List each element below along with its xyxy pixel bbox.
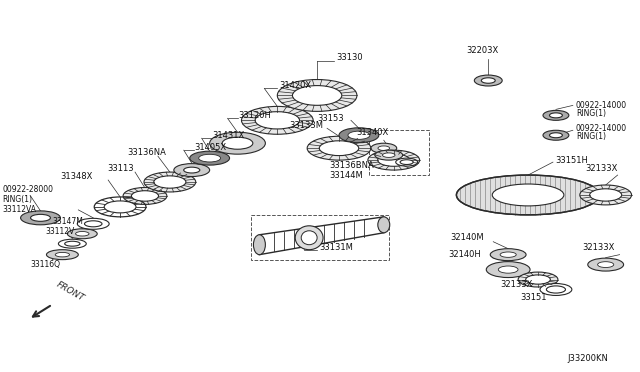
- Ellipse shape: [525, 275, 550, 284]
- Ellipse shape: [550, 133, 563, 138]
- Ellipse shape: [378, 146, 390, 150]
- Text: 31348X: 31348X: [60, 171, 93, 180]
- Text: RING(1): RING(1): [576, 109, 606, 118]
- Text: 00922-28000: 00922-28000: [3, 186, 54, 195]
- Text: 32133X: 32133X: [500, 280, 532, 289]
- Text: 33153: 33153: [317, 114, 344, 123]
- Text: 32140H: 32140H: [449, 250, 481, 259]
- Ellipse shape: [378, 154, 410, 166]
- Text: RING(1): RING(1): [3, 195, 33, 205]
- Text: 33116Q: 33116Q: [31, 260, 61, 269]
- Ellipse shape: [20, 211, 60, 225]
- Ellipse shape: [547, 286, 566, 293]
- Ellipse shape: [375, 150, 403, 160]
- Text: 33112V: 33112V: [45, 227, 75, 236]
- Ellipse shape: [253, 235, 266, 255]
- Ellipse shape: [481, 78, 495, 83]
- Text: 32140M: 32140M: [451, 233, 484, 242]
- Ellipse shape: [588, 258, 623, 271]
- Ellipse shape: [277, 80, 357, 111]
- Ellipse shape: [65, 241, 80, 246]
- Ellipse shape: [598, 262, 614, 267]
- Ellipse shape: [378, 217, 390, 233]
- Ellipse shape: [301, 231, 317, 245]
- Ellipse shape: [371, 143, 397, 153]
- Ellipse shape: [543, 110, 569, 120]
- Ellipse shape: [174, 164, 210, 177]
- Ellipse shape: [189, 151, 230, 165]
- Ellipse shape: [84, 221, 102, 227]
- Text: FRONT: FRONT: [54, 280, 86, 304]
- Text: 33130: 33130: [336, 53, 363, 62]
- Ellipse shape: [540, 283, 572, 295]
- Ellipse shape: [55, 253, 70, 257]
- Text: 31340X: 31340X: [356, 128, 388, 137]
- Ellipse shape: [490, 249, 526, 261]
- Text: 33147M: 33147M: [52, 217, 83, 226]
- Text: 33120H: 33120H: [239, 111, 271, 120]
- Ellipse shape: [77, 218, 109, 229]
- Text: 31405X: 31405X: [195, 143, 227, 152]
- Text: 33113: 33113: [107, 164, 134, 173]
- Ellipse shape: [198, 154, 221, 162]
- Ellipse shape: [210, 132, 266, 154]
- Text: 33151H: 33151H: [555, 155, 588, 165]
- Text: 32133X: 32133X: [586, 164, 618, 173]
- Ellipse shape: [255, 112, 300, 129]
- Text: 00922-14000: 00922-14000: [576, 124, 627, 133]
- Ellipse shape: [104, 201, 136, 213]
- Ellipse shape: [492, 184, 564, 206]
- Ellipse shape: [123, 187, 167, 204]
- Ellipse shape: [383, 153, 395, 157]
- Ellipse shape: [131, 191, 159, 201]
- Ellipse shape: [292, 86, 342, 105]
- Ellipse shape: [144, 172, 196, 192]
- Text: 33136BNA: 33136BNA: [329, 161, 374, 170]
- Ellipse shape: [184, 167, 200, 173]
- Ellipse shape: [456, 175, 600, 215]
- Text: 32203X: 32203X: [467, 46, 499, 55]
- Ellipse shape: [368, 150, 420, 170]
- Ellipse shape: [400, 160, 413, 164]
- Text: 31420X: 31420X: [279, 81, 312, 90]
- Ellipse shape: [339, 128, 379, 143]
- Ellipse shape: [396, 158, 418, 166]
- Ellipse shape: [241, 106, 313, 134]
- Text: 33131M: 33131M: [319, 243, 353, 252]
- Text: 33144M: 33144M: [329, 170, 363, 180]
- Ellipse shape: [31, 214, 51, 221]
- Ellipse shape: [319, 141, 359, 155]
- Text: 00922-14000: 00922-14000: [576, 101, 627, 110]
- Ellipse shape: [295, 226, 323, 250]
- Ellipse shape: [58, 239, 86, 248]
- Ellipse shape: [580, 185, 632, 205]
- Ellipse shape: [500, 252, 516, 257]
- Text: 32133X: 32133X: [582, 243, 614, 252]
- Text: J33200KN: J33200KN: [568, 354, 609, 363]
- Ellipse shape: [348, 131, 370, 140]
- Ellipse shape: [518, 272, 558, 287]
- Ellipse shape: [486, 262, 530, 278]
- Text: 33133M: 33133M: [289, 121, 323, 130]
- Ellipse shape: [589, 189, 621, 201]
- Ellipse shape: [474, 75, 502, 86]
- Ellipse shape: [307, 136, 371, 160]
- Ellipse shape: [222, 137, 253, 149]
- Ellipse shape: [76, 231, 89, 236]
- Ellipse shape: [499, 266, 518, 273]
- Text: 31431X: 31431X: [212, 131, 245, 140]
- Text: 33136NA: 33136NA: [127, 148, 166, 157]
- Text: 33112VA: 33112VA: [3, 205, 36, 214]
- Ellipse shape: [47, 250, 78, 260]
- Ellipse shape: [67, 229, 97, 239]
- Ellipse shape: [154, 176, 186, 188]
- Text: 33151: 33151: [520, 293, 547, 302]
- Text: RING(1): RING(1): [576, 132, 606, 141]
- Ellipse shape: [543, 130, 569, 140]
- Ellipse shape: [550, 113, 563, 118]
